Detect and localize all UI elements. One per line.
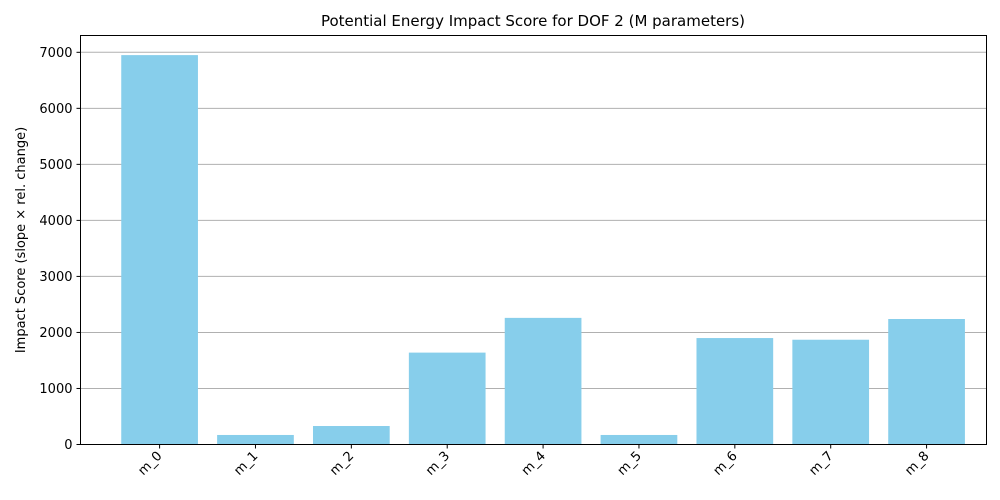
bar-m_8 — [888, 318, 965, 445]
y-tick-label-0: 0 — [64, 438, 72, 453]
y-tick-label-6000: 6000 — [39, 102, 72, 117]
bar-m_5 — [600, 434, 678, 445]
y-tick-label-2000: 2000 — [39, 326, 72, 341]
bars — [121, 55, 965, 445]
y-tick-label-3000: 3000 — [39, 270, 72, 285]
y-axis-ticks: 0 1000 2000 3000 4000 5000 6000 7000 — [39, 46, 81, 453]
y-axis-label: Impact Score (slope × rel. change) — [14, 127, 29, 353]
y-tick-label-4000: 4000 — [39, 214, 72, 229]
y-tick-label-1000: 1000 — [39, 382, 72, 397]
x-tick-label-m_1: m_1 — [231, 449, 261, 479]
x-tick-label-m_7: m_7 — [807, 449, 837, 479]
y-tick-label-5000: 5000 — [39, 158, 72, 173]
x-tick-label-m_5: m_5 — [615, 449, 645, 479]
gridlines — [80, 51, 987, 389]
bar-m_7 — [792, 339, 870, 445]
x-axis-ticks: m_0 m_1 m_2 m_3 m_4 m_5 m_6 m_7 m_8 — [135, 444, 932, 479]
bar-m_3 — [408, 352, 486, 445]
bar-m_4 — [504, 317, 582, 445]
plot-frame — [80, 35, 987, 445]
x-tick-label-m_4: m_4 — [519, 449, 549, 479]
bar-m_2 — [312, 426, 390, 445]
x-tick-label-m_6: m_6 — [711, 449, 741, 479]
x-tick-label-m_0: m_0 — [135, 449, 165, 479]
bar-m_1 — [217, 434, 294, 445]
y-tick-label-7000: 7000 — [39, 46, 72, 61]
bar-m_0 — [121, 55, 198, 445]
x-tick-label-m_2: m_2 — [327, 449, 357, 479]
chart-title: Potential Energy Impact Score for DOF 2 … — [321, 12, 745, 30]
x-tick-label-m_3: m_3 — [423, 449, 453, 479]
x-tick-label-m_8: m_8 — [902, 449, 932, 479]
bar-m_6 — [696, 338, 774, 445]
